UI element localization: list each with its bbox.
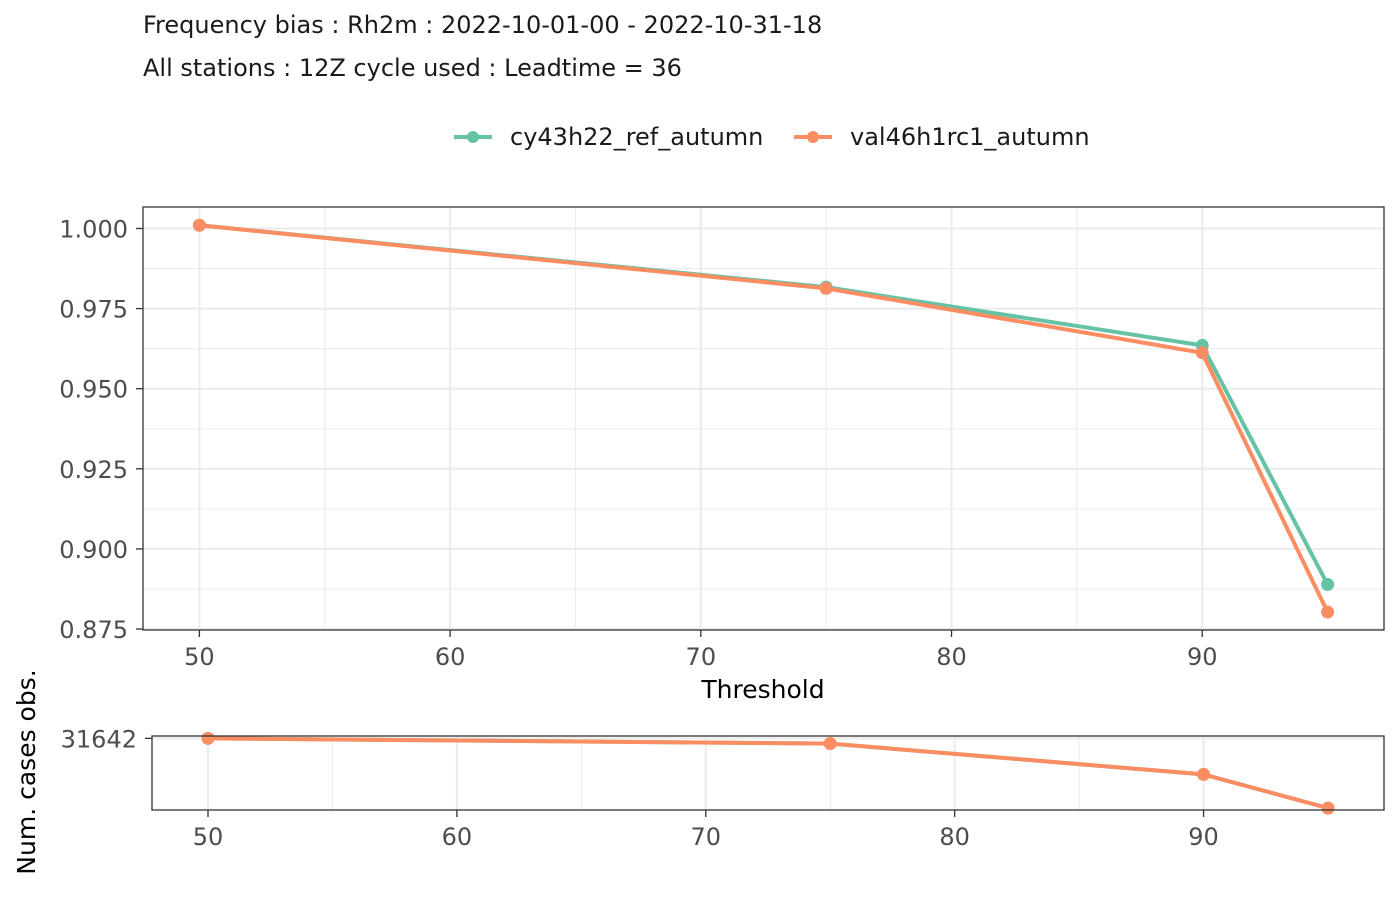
counts-data-point-2 (823, 737, 837, 751)
main-panel: 50 60 70 80 90 0.875 0.900 0.925 0.950 0.975 1.000 (59, 206, 1385, 671)
counts-x-tick-label: 70 (691, 823, 722, 851)
y-axis-label-counts: Num. cases obs. (12, 669, 41, 874)
main-x-tick-label: 80 (936, 643, 967, 671)
main-panel-border (142, 206, 1385, 631)
main-x-tick-label: 50 (184, 643, 215, 671)
counts-data-point-2 (1321, 801, 1335, 815)
main-data-point-2 (192, 218, 206, 232)
counts-x-tick-label: 90 (1188, 823, 1219, 851)
counts-panel: 50 60 70 80 90 31642 (61, 725, 1385, 851)
main-data-point-1 (1321, 577, 1335, 591)
main-data-point-2 (819, 281, 833, 295)
chart-subtitle: All stations : 12Z cycle used : Leadtime… (143, 54, 682, 82)
counts-x-tick-label: 50 (193, 823, 224, 851)
legend-label-series1: cy43h22_ref_autumn (510, 123, 764, 151)
main-y-tick-label: 0.900 (59, 536, 128, 564)
main-x-tick-label: 60 (435, 643, 466, 671)
main-x-tick-label: 70 (686, 643, 717, 671)
legend-label-series2: val46h1rc1_autumn (850, 123, 1090, 151)
main-y-tick-label: 1.000 (59, 215, 128, 243)
main-y-tick-label: 0.950 (59, 376, 128, 404)
main-data-point-2 (1321, 605, 1335, 619)
counts-data-point-2 (201, 731, 215, 745)
legend-key-series1 (454, 131, 492, 143)
counts-x-tick-label: 60 (442, 823, 473, 851)
legend-key-series2 (794, 131, 832, 143)
main-y-tick-label: 0.875 (59, 616, 128, 644)
chart-title: Frequency bias : Rh2m : 2022-10-01-00 - … (143, 11, 823, 39)
counts-series-line-2 (207, 736, 1329, 811)
x-axis-label: Threshold (700, 675, 824, 704)
main-y-tick-label: 0.925 (59, 456, 128, 484)
main-y-tick-label: 0.975 (59, 296, 128, 324)
main-series-line-2 (199, 223, 1330, 613)
main-panel-background (143, 207, 1384, 630)
main-x-tick-label: 90 (1187, 643, 1218, 671)
counts-panel-border (151, 735, 1385, 811)
counts-data-point-2 (1197, 767, 1211, 781)
counts-x-tick-label: 80 (939, 823, 970, 851)
main-data-point-2 (1195, 346, 1209, 360)
counts-y-tick-label: 31642 (61, 725, 137, 753)
